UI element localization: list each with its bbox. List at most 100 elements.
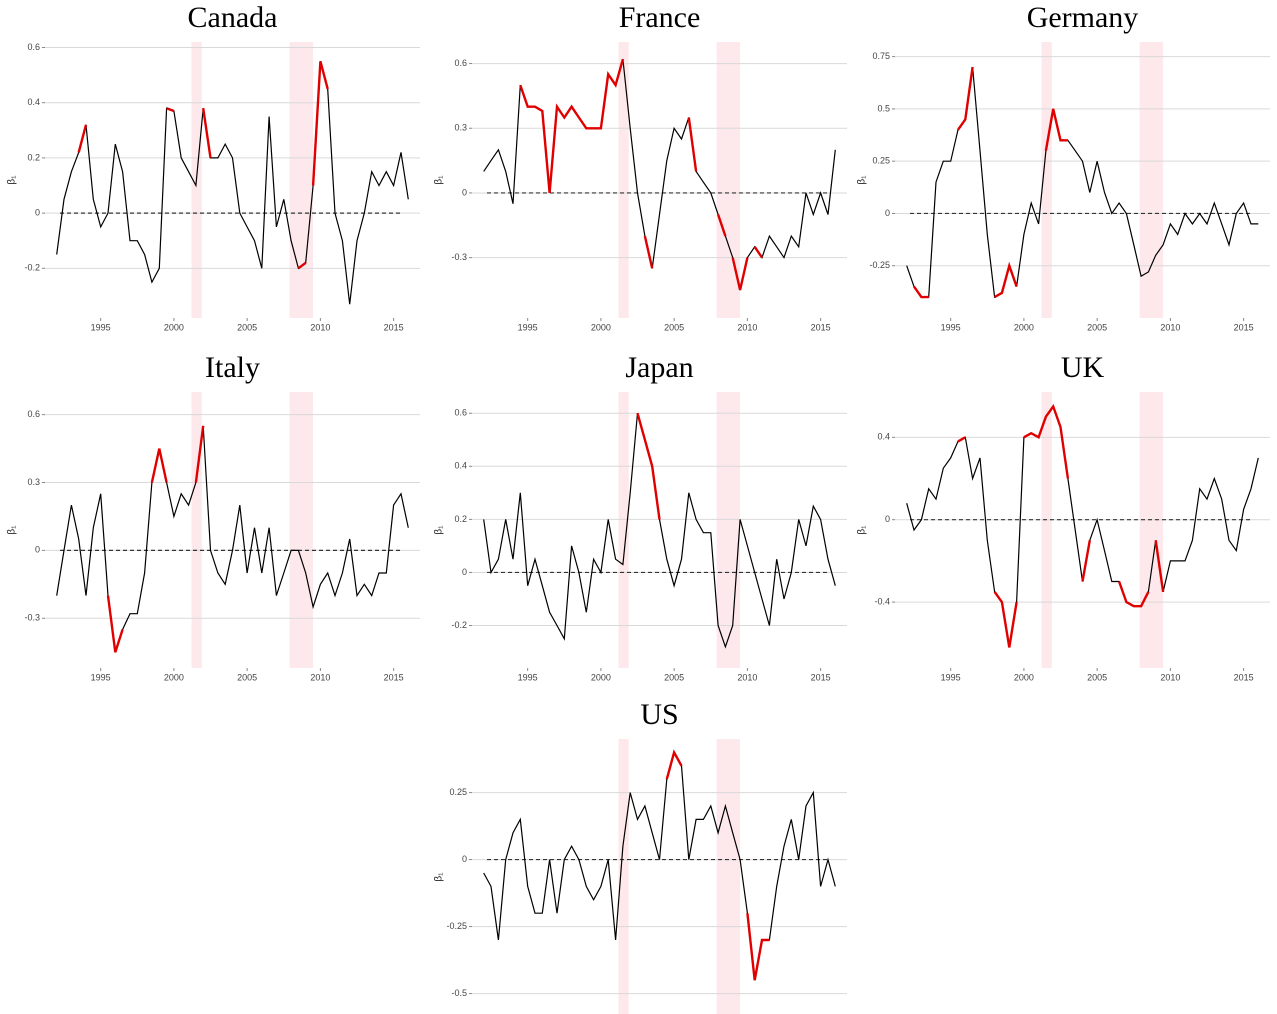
significant-segment: [913, 285, 929, 299]
significant-segment: [687, 117, 698, 172]
significant-segment: [1117, 581, 1150, 608]
significant-segment: [77, 124, 88, 153]
x-tick-label: 2015: [1234, 672, 1254, 682]
y-tick-label: 0: [885, 208, 890, 218]
recession-band: [289, 42, 314, 318]
y-tick-label: 0.6: [27, 42, 40, 52]
y-tick-label: 0.25: [449, 787, 467, 797]
recession-band: [1041, 392, 1052, 668]
x-tick-label: 2000: [164, 322, 184, 332]
y-tick-label: 0.3: [454, 123, 467, 133]
x-tick-label: 2000: [1014, 672, 1034, 682]
y-axis-label: β₁: [434, 872, 445, 882]
significant-segment: [1044, 108, 1068, 151]
y-tick-label: 0: [462, 854, 467, 864]
significant-segment: [993, 591, 1018, 648]
x-tick-label: 2000: [1014, 322, 1034, 332]
y-tick-label: 0.2: [454, 514, 467, 524]
x-tick-label: 2010: [310, 322, 330, 332]
significant-segment: [716, 214, 727, 237]
y-tick-label: 0.2: [27, 152, 40, 162]
recession-band: [1139, 42, 1164, 318]
recession-band: [716, 392, 741, 668]
recession-band: [289, 392, 314, 668]
x-tick-label: 2015: [1234, 322, 1254, 332]
series-line: [483, 413, 836, 649]
recession-band: [618, 392, 629, 668]
recession-band: [618, 739, 629, 1014]
significant-segment: [1081, 540, 1091, 582]
significant-segment: [636, 412, 661, 520]
y-tick-label: -0.3: [24, 613, 40, 623]
y-tick-label: 0.6: [454, 58, 467, 68]
chart-title: UK: [1061, 351, 1105, 384]
recession-band: [716, 739, 741, 1014]
series-line: [483, 750, 836, 981]
x-tick-label: 2015: [384, 322, 404, 332]
significant-segment: [643, 235, 654, 269]
x-tick-label: 2005: [237, 322, 257, 332]
x-tick-label: 2010: [737, 672, 757, 682]
y-tick-label: 0.6: [27, 409, 40, 419]
chart-title: France: [619, 1, 701, 34]
x-tick-label: 2005: [237, 672, 257, 682]
chart-title: Italy: [205, 351, 260, 384]
significant-segment: [519, 58, 625, 194]
y-tick-label: 0.5: [877, 103, 890, 113]
chart-title: US: [640, 698, 678, 731]
recession-band: [1139, 392, 1164, 668]
x-tick-label: 2010: [1160, 672, 1180, 682]
y-axis-label: β₁: [434, 175, 445, 185]
y-tick-label: 0.25: [872, 156, 890, 166]
panel: UK -0.4 0 0.4 1995 2000 2005 2010 2015 β₁: [857, 351, 1270, 682]
significant-segment: [731, 257, 749, 291]
significant-segment: [665, 749, 683, 780]
y-axis-label: β₁: [7, 525, 18, 535]
series-line: [56, 61, 409, 305]
y-axis-label: β₁: [857, 525, 868, 535]
significant-segment: [150, 448, 168, 483]
x-tick-label: 1995: [941, 322, 961, 332]
x-tick-label: 2000: [591, 322, 611, 332]
y-tick-label: 0: [35, 545, 40, 555]
significant-segment: [297, 261, 307, 270]
x-tick-label: 2010: [310, 672, 330, 682]
y-tick-label: 0.4: [877, 432, 890, 442]
significant-segment: [194, 425, 205, 483]
significant-segment: [166, 107, 175, 113]
recession-band: [618, 42, 629, 318]
x-tick-label: 2000: [591, 672, 611, 682]
x-tick-label: 2010: [737, 322, 757, 332]
y-tick-label: 0: [35, 207, 40, 217]
x-tick-label: 1995: [941, 672, 961, 682]
y-tick-label: 0.4: [27, 97, 40, 107]
y-axis-label: β₁: [7, 175, 18, 185]
series-line: [906, 405, 1259, 648]
chart-title: Japan: [625, 351, 693, 384]
recession-band: [716, 42, 741, 318]
significant-segment: [746, 913, 770, 981]
y-axis-label: β₁: [857, 175, 868, 185]
significant-segment: [957, 436, 966, 443]
significant-segment: [106, 595, 124, 653]
x-tick-label: 1995: [91, 322, 111, 332]
y-tick-label: 0: [885, 514, 890, 524]
significant-segment: [311, 60, 329, 186]
x-tick-label: 2015: [384, 672, 404, 682]
series-line: [483, 59, 836, 291]
panel: Japan -0.2 0 0.2 0.4 0.6 1995 2000 2005 2010 2015 β…: [434, 351, 847, 682]
y-tick-label: 0: [462, 567, 467, 577]
y-axis-label: β₁: [434, 525, 445, 535]
x-tick-label: 2005: [664, 672, 684, 682]
y-tick-label: 0.3: [27, 477, 40, 487]
x-tick-label: 2005: [1087, 672, 1107, 682]
series-line: [906, 67, 1259, 299]
y-tick-label: -0.5: [451, 988, 467, 998]
y-tick-label: -0.4: [874, 596, 890, 606]
significant-segment: [957, 66, 974, 131]
y-tick-label: 0.75: [872, 51, 890, 61]
y-tick-label: 0: [462, 187, 467, 197]
x-tick-label: 2010: [1160, 322, 1180, 332]
